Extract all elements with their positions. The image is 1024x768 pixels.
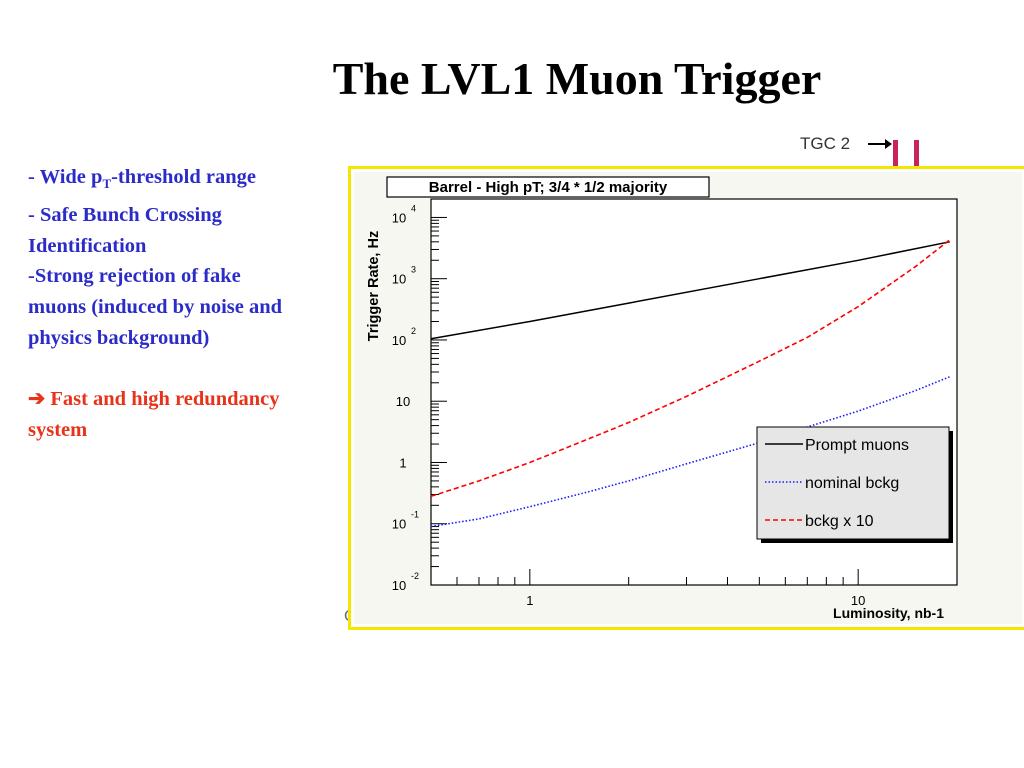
legend-entry: bckg x 10 bbox=[805, 513, 874, 530]
bullet-conclusion-cont: system bbox=[28, 418, 88, 441]
series-line-bckg-x-10 bbox=[430, 239, 951, 498]
tgc-chamber-bar bbox=[914, 140, 919, 170]
y-tick-label: 10 bbox=[392, 272, 406, 287]
bullet-pt-threshold: - Wide pT-threshold range bbox=[28, 166, 256, 192]
chart-title-box bbox=[386, 176, 710, 198]
y-tick-exponent: 2 bbox=[411, 326, 416, 336]
bullet-list: - Wide pT-threshold range - Safe Bunch C… bbox=[28, 162, 350, 445]
y-axis-label: Trigger Rate, Hz bbox=[366, 231, 382, 341]
y-tick-exponent: -1 bbox=[411, 510, 419, 520]
tgc-arrow-icon bbox=[868, 139, 892, 149]
x-axis-label: Luminosity, nb-1 bbox=[833, 605, 944, 621]
bullet-rejection-cont-2: physics background) bbox=[28, 327, 210, 350]
bullet-rejection: -Strong rejection of fake bbox=[28, 265, 241, 288]
y-tick-label: 10 bbox=[396, 394, 410, 409]
chart-frame: Barrel - High pT; 3/4 * 1/2 majority Tri… bbox=[348, 166, 1024, 630]
y-tick-label: 10 bbox=[392, 210, 406, 225]
y-tick-label: 1 bbox=[399, 455, 406, 470]
arrow-right-icon: ➔ bbox=[28, 387, 46, 410]
y-tick-label: 10 bbox=[392, 578, 406, 593]
y-tick-exponent: -2 bbox=[411, 571, 419, 581]
y-tick-exponent: 3 bbox=[411, 265, 416, 275]
legend-entry: Prompt muons bbox=[805, 437, 909, 454]
bullet-bunch-crossing-cont: Identification bbox=[28, 234, 147, 257]
x-tick-label: 1 bbox=[526, 593, 533, 608]
chart-title: Barrel - High pT; 3/4 * 1/2 majority bbox=[429, 179, 668, 196]
series-line-prompt-muons bbox=[430, 241, 950, 340]
tgc-chamber-bar bbox=[893, 140, 898, 170]
y-tick-exponent: 4 bbox=[411, 203, 416, 213]
bullet-bunch-crossing: - Safe Bunch Crossing bbox=[28, 203, 222, 226]
bullet-conclusion: ➔ Fast and high redundancy bbox=[28, 387, 280, 410]
tgc-label: TGC 2 bbox=[800, 134, 851, 153]
trigger-rate-chart: Barrel - High pT; 3/4 * 1/2 majority Tri… bbox=[354, 172, 1022, 624]
legend-entry: nominal bckg bbox=[805, 475, 899, 492]
slide-title: The LVL1 Muon Trigger bbox=[332, 53, 822, 104]
y-tick-label: 10 bbox=[392, 517, 406, 532]
x-tick-label: 10 bbox=[851, 593, 865, 608]
series-line-nominal-bckg bbox=[430, 376, 950, 528]
y-tick-label: 10 bbox=[392, 333, 406, 348]
bullet-rejection-cont-1: muons (induced by noise and bbox=[28, 296, 283, 319]
